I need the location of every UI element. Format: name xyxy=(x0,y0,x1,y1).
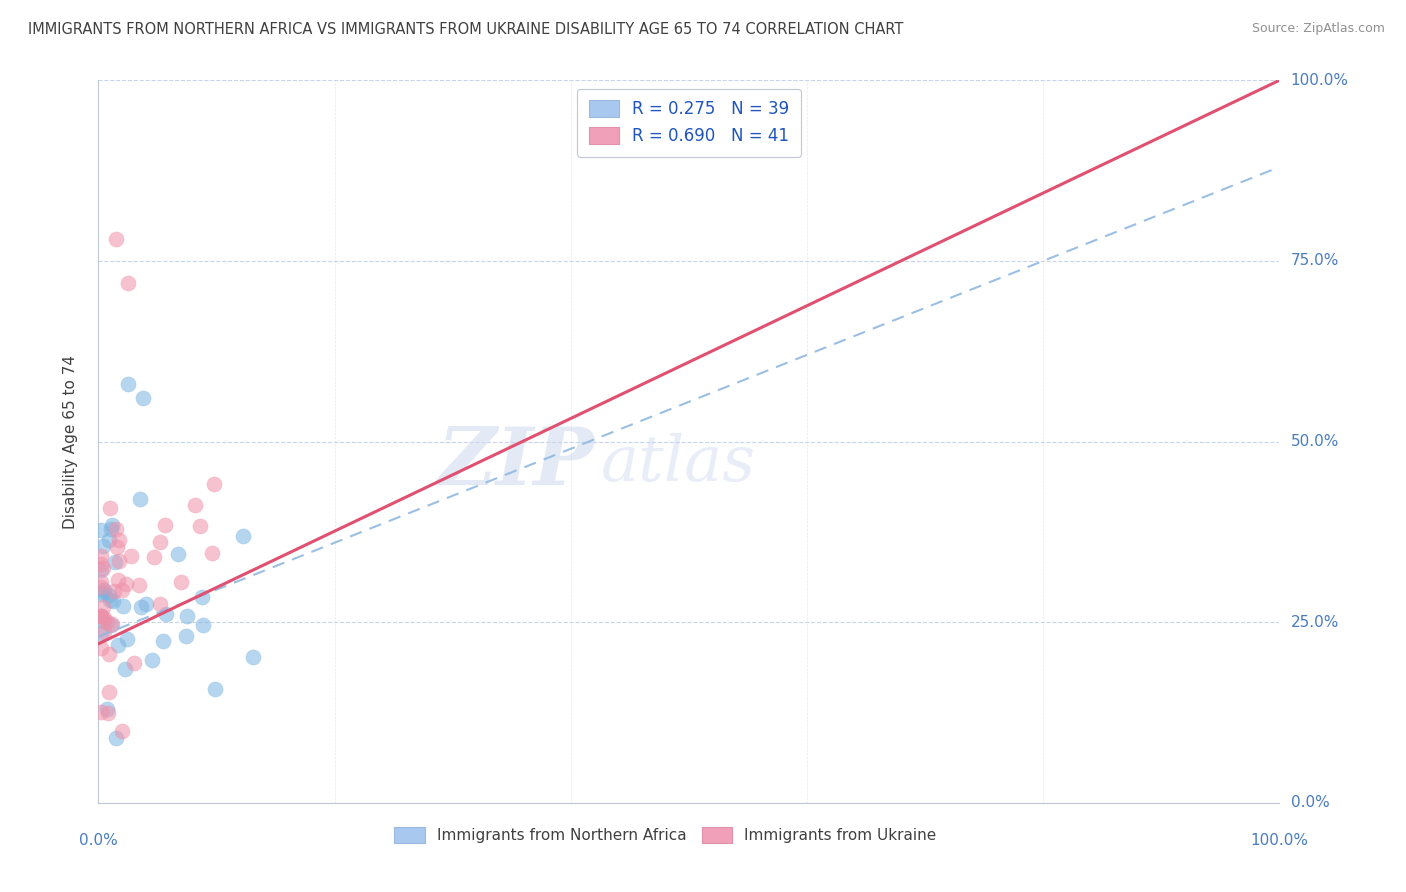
Point xyxy=(93,610,115,624)
Point xyxy=(183,499,205,513)
Point xyxy=(90,580,112,594)
Point xyxy=(97,706,120,720)
Point xyxy=(114,577,136,591)
Point xyxy=(188,519,211,533)
Point xyxy=(111,723,134,738)
Point xyxy=(90,563,112,577)
Point xyxy=(128,492,150,507)
Point xyxy=(204,476,226,491)
Point xyxy=(90,523,112,537)
Point xyxy=(107,573,129,587)
Point xyxy=(155,607,177,621)
Point xyxy=(142,550,165,565)
Point xyxy=(170,574,193,589)
Point xyxy=(90,608,112,623)
Point xyxy=(90,557,112,571)
Point xyxy=(108,554,131,568)
Point xyxy=(193,618,215,632)
Point xyxy=(91,539,114,553)
Point xyxy=(149,535,172,549)
Point xyxy=(93,582,115,597)
Point xyxy=(141,653,163,667)
Text: IMMIGRANTS FROM NORTHERN AFRICA VS IMMIGRANTS FROM UKRAINE DISABILITY AGE 65 TO : IMMIGRANTS FROM NORTHERN AFRICA VS IMMIG… xyxy=(28,22,904,37)
Point xyxy=(135,597,157,611)
Point xyxy=(98,588,121,602)
Text: Source: ZipAtlas.com: Source: ZipAtlas.com xyxy=(1251,22,1385,36)
Point xyxy=(107,638,129,652)
Point xyxy=(97,533,120,547)
Point xyxy=(90,609,112,624)
Point xyxy=(167,547,190,561)
Point xyxy=(108,533,131,548)
Point xyxy=(120,549,142,564)
Point xyxy=(100,617,122,632)
Text: 50.0%: 50.0% xyxy=(1291,434,1339,449)
Point xyxy=(232,529,254,543)
Point xyxy=(117,632,139,646)
Point xyxy=(103,583,125,598)
Point xyxy=(105,232,128,246)
Point xyxy=(128,578,150,592)
Point xyxy=(90,705,112,719)
Point xyxy=(204,681,226,696)
Point xyxy=(91,585,114,599)
Point xyxy=(105,540,128,554)
Point xyxy=(90,549,112,563)
Point xyxy=(93,625,115,640)
Point xyxy=(117,376,139,391)
Point xyxy=(104,555,127,569)
Point xyxy=(242,649,264,664)
Point xyxy=(100,523,122,537)
Point xyxy=(149,597,172,611)
Point xyxy=(90,641,112,656)
Point xyxy=(190,591,212,605)
Point xyxy=(111,599,134,613)
Text: 0.0%: 0.0% xyxy=(1291,796,1329,810)
Text: 25.0%: 25.0% xyxy=(1291,615,1339,630)
Point xyxy=(129,600,152,615)
Point xyxy=(96,702,118,716)
Point xyxy=(96,615,118,629)
Point xyxy=(104,522,127,536)
Point xyxy=(152,634,174,648)
Text: 0.0%: 0.0% xyxy=(79,833,118,848)
Text: ZIP: ZIP xyxy=(437,425,595,502)
Text: atlas: atlas xyxy=(600,433,755,494)
Point xyxy=(114,662,136,676)
Point xyxy=(174,630,197,644)
Text: 100.0%: 100.0% xyxy=(1291,73,1348,87)
Point xyxy=(98,501,121,516)
Point xyxy=(97,647,120,661)
Y-axis label: Disability Age 65 to 74: Disability Age 65 to 74 xyxy=(63,354,77,529)
Point xyxy=(122,656,145,670)
Point xyxy=(90,608,112,623)
Point xyxy=(101,594,124,608)
Point xyxy=(98,592,121,607)
Point xyxy=(111,582,134,597)
Point xyxy=(153,517,176,532)
Point xyxy=(100,618,122,632)
Point xyxy=(91,600,114,615)
Legend: Immigrants from Northern Africa, Immigrants from Ukraine: Immigrants from Northern Africa, Immigra… xyxy=(388,822,943,849)
Point xyxy=(90,574,112,589)
Point xyxy=(93,614,115,628)
Point xyxy=(90,626,112,640)
Text: 75.0%: 75.0% xyxy=(1291,253,1339,268)
Point xyxy=(91,561,114,575)
Point xyxy=(117,276,139,290)
Point xyxy=(176,609,198,624)
Point xyxy=(132,391,155,405)
Point xyxy=(105,731,128,745)
Point xyxy=(100,517,122,532)
Point xyxy=(90,587,112,601)
Point xyxy=(98,684,121,698)
Point xyxy=(201,546,224,560)
Text: 100.0%: 100.0% xyxy=(1250,833,1309,848)
